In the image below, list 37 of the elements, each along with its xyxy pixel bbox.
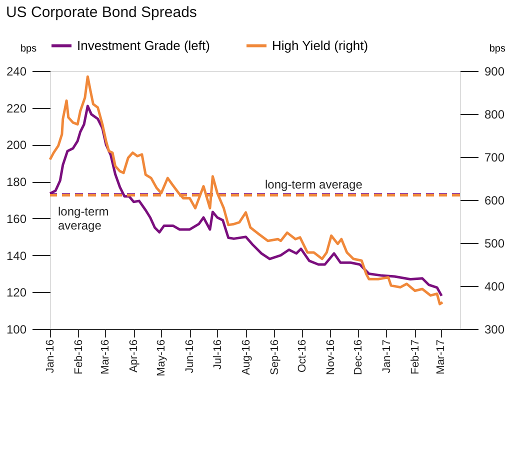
x-tick-label: Feb-17 xyxy=(409,340,422,374)
x-tick-label: Oct-16 xyxy=(296,340,308,373)
y2-tick-label: 300 xyxy=(484,322,505,336)
chart-title: US Corporate Bond Spreads xyxy=(6,4,197,21)
x-tick-label: Mar-17 xyxy=(435,340,448,374)
y-tick-label: 140 xyxy=(6,248,27,263)
x-tick-label: Jan-16 xyxy=(44,340,56,374)
x-tick-label: Jan-17 xyxy=(380,340,393,374)
y-tick-label: 180 xyxy=(6,175,27,190)
x-tick-label: Dec-16 xyxy=(352,340,364,375)
y-tick-label: 160 xyxy=(6,212,27,226)
y-tick-label: 120 xyxy=(6,286,27,300)
y-tick-label: 220 xyxy=(6,101,27,116)
y2-tick-label: 800 xyxy=(484,108,505,122)
x-tick-label: Mar-16 xyxy=(100,340,112,374)
y-tick-label: 200 xyxy=(6,138,27,152)
y2-axis-title: bps xyxy=(489,44,506,54)
y2-tick-label: 500 xyxy=(484,236,505,250)
x-tick-label: May-16 xyxy=(156,340,168,376)
y2-tick-label: 900 xyxy=(484,64,505,78)
x-tick-label: Jul-16 xyxy=(212,340,224,370)
y-tick-label: 100 xyxy=(6,322,27,336)
x-tick-label: Apr-16 xyxy=(128,340,140,373)
y2-tick-label: 700 xyxy=(484,150,505,164)
x-tick-label: Feb-16 xyxy=(73,340,85,374)
x-tick-label: Sep-16 xyxy=(268,340,281,375)
y2-tick-label: 400 xyxy=(484,280,505,294)
ref-line-label: long-term average xyxy=(58,204,109,232)
ref-line-label: long-term average xyxy=(265,177,363,192)
y2-tick-label: 600 xyxy=(484,194,505,208)
y-axis-title: bps xyxy=(20,44,37,54)
legend-label: Investment Grade (left) xyxy=(77,38,210,53)
x-tick-label: Nov-16 xyxy=(324,340,337,375)
legend-label: High Yield (right) xyxy=(272,38,368,53)
x-tick-label: Aug-16 xyxy=(240,340,252,375)
x-tick-label: Jun-16 xyxy=(184,340,196,374)
y-tick-label: 240 xyxy=(6,64,27,78)
